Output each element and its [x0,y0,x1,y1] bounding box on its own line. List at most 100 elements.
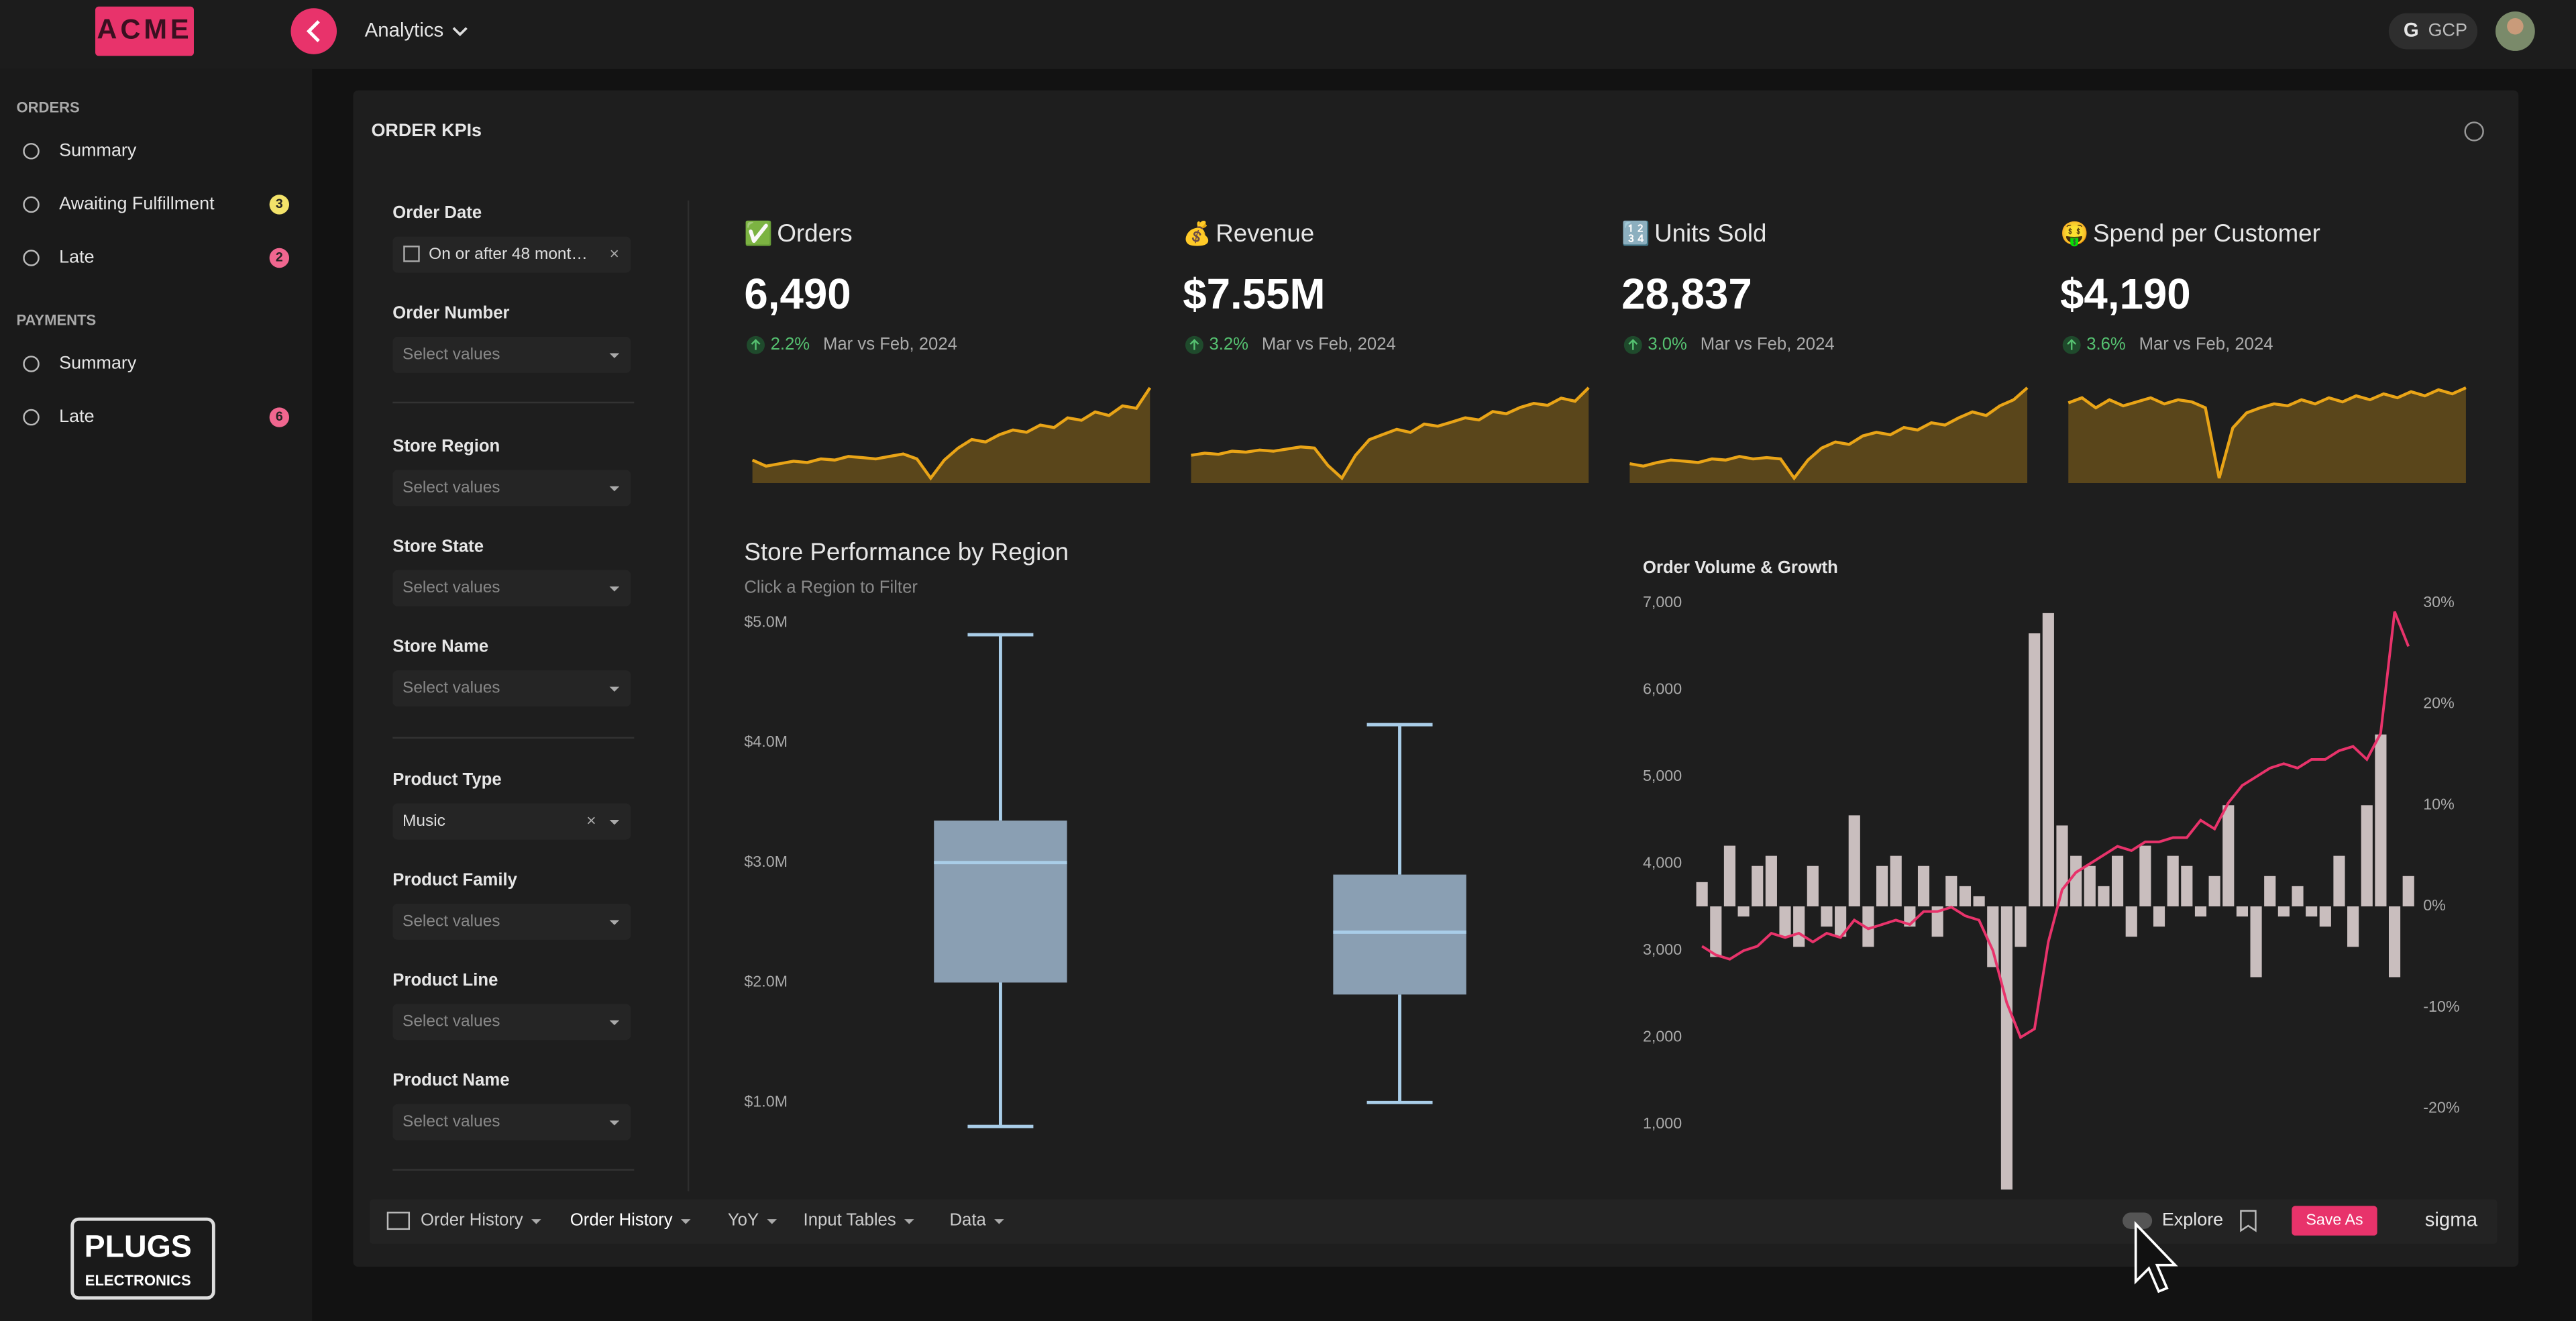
filter-value: Select values [402,679,500,697]
info-icon[interactable] [2464,121,2484,142]
filter-value: Select values [402,912,500,930]
bar [2236,906,2248,917]
bar [2250,906,2262,977]
bar [1793,906,1805,947]
filter-value: Select values [402,478,500,496]
bar [1917,865,1930,907]
dropdown-caret [609,586,620,592]
bar [2208,876,2220,907]
kpi-title: Revenue [1216,219,1314,247]
filter-label: Store Region [392,437,500,456]
filter-select[interactable] [392,1004,631,1041]
bar [2070,855,2082,907]
bar [2084,865,2096,907]
bar [2264,876,2276,907]
bar [2292,886,2304,907]
clear-icon[interactable]: × [610,245,619,263]
filter-select[interactable] [392,570,631,606]
filter-value: Music [402,812,445,830]
explore[interactable]: Explore [2162,1210,2223,1230]
bar [1752,865,1764,907]
nav-item[interactable]: Awaiting Fulfillment [59,193,215,213]
bar [1723,845,1736,907]
y-tick-label: $2.0M [744,973,788,990]
y2-tick-label: 20% [2423,694,2455,712]
dropdown-caret [609,486,620,492]
y-tick-label: 4,000 [1643,853,1682,871]
bar [2388,906,2401,977]
bookmark-icon[interactable] [2240,1210,2257,1232]
badge-count: 3 [276,197,283,211]
nav-item[interactable]: Late [59,247,94,267]
filter-label: Order Number [392,304,509,323]
connection-pill[interactable] [2388,13,2478,50]
bar [2277,906,2290,917]
sparkline [751,386,1152,481]
y-tick-label: 3,000 [1643,941,1682,958]
workbook-menu[interactable]: Analytics [365,19,444,41]
filter-select[interactable] [392,337,631,373]
back-icon [306,20,320,42]
filter-select[interactable] [392,470,631,507]
box[interactable] [1333,874,1466,995]
cursor [2134,1220,2178,1293]
tab[interactable]: YoY [728,1210,759,1229]
nav-icon [23,250,40,266]
bar [1848,815,1860,907]
brand-frame [70,1217,215,1300]
nav-icon [23,143,40,160]
filter-select[interactable] [392,670,631,707]
bar [2181,865,2193,907]
top-bar [0,0,2576,69]
calendar-icon [403,246,420,262]
connection: GCP [2428,20,2467,40]
sparkline [1191,386,1590,481]
kpi-change: 2.2% [771,335,810,354]
logo-box [95,6,194,56]
back-button[interactable] [290,8,337,54]
tab[interactable]: Order History [421,1210,523,1229]
line [1701,611,2410,1040]
bar [2333,855,2345,907]
bar [1710,906,1722,957]
bar [1862,906,1874,947]
kpi-value: 28,837 [1621,270,1752,318]
tab[interactable]: Order History [570,1210,673,1229]
up-arrow [1189,339,1199,350]
filter-value: Select values [402,1112,500,1130]
y-tick-label: 6,000 [1643,680,1682,697]
tab[interactable]: Data [950,1210,987,1229]
kpi-change: 3.0% [1648,335,1687,354]
kpi-value: 6,490 [744,270,851,318]
dropdown-caret [609,1120,620,1126]
badge [269,248,290,268]
save-button[interactable] [2292,1206,2377,1236]
chart-title: Order Volume & Growth [1643,558,1838,577]
filter-value: Select values [402,1012,500,1031]
dropdown-caret [609,920,620,925]
filter-select[interactable] [392,903,631,940]
filter-select[interactable] [392,803,631,840]
sparkline-area [1191,387,1589,484]
tab[interactable]: Input Tables [804,1210,896,1229]
kpi-value: $7.55M [1183,270,1325,318]
filter-select[interactable] [392,236,631,273]
bar [2306,906,2318,917]
dropdown-caret [609,820,620,825]
filter-label: Product Family [392,870,517,889]
filter-value: Select values [402,345,500,363]
nav-item[interactable]: Summary [59,140,137,160]
g-icon: G [2404,19,2419,41]
clear-icon[interactable]: × [586,812,596,830]
nav-item[interactable]: Summary [59,353,137,373]
explore-toggle[interactable] [2123,1212,2153,1229]
y2-tick-label: -10% [2423,998,2459,1015]
nav-item[interactable]: Late [59,406,94,426]
nav-icon [23,409,40,426]
tab-caret [531,1219,541,1224]
filter-select[interactable] [392,1104,631,1141]
y-tick-label: 2,000 [1643,1028,1682,1045]
y-tick-label: 7,000 [1643,593,1682,611]
box[interactable] [934,821,1067,983]
